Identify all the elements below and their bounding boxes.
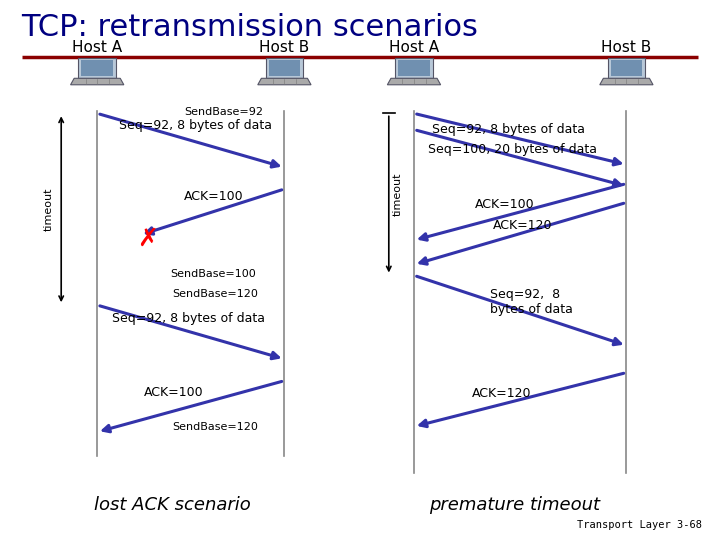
Text: SendBase=120: SendBase=120	[172, 422, 258, 431]
Polygon shape	[266, 58, 303, 78]
Polygon shape	[608, 58, 645, 78]
Polygon shape	[71, 78, 124, 85]
Text: Seq=92, 8 bytes of data: Seq=92, 8 bytes of data	[112, 312, 265, 325]
Text: Host B: Host B	[601, 40, 652, 55]
Text: Transport Layer 3-68: Transport Layer 3-68	[577, 520, 702, 530]
Text: lost ACK scenario: lost ACK scenario	[94, 496, 251, 514]
Text: timeout: timeout	[43, 187, 53, 231]
Polygon shape	[398, 60, 430, 76]
Text: TCP: retransmission scenarios: TCP: retransmission scenarios	[22, 14, 479, 43]
Text: Seq=100, 20 bytes of data: Seq=100, 20 bytes of data	[428, 143, 598, 156]
Text: ACK=100: ACK=100	[144, 386, 204, 399]
Polygon shape	[78, 58, 116, 78]
Text: Host B: Host B	[259, 40, 310, 55]
Polygon shape	[258, 78, 311, 85]
Polygon shape	[611, 60, 642, 76]
Text: Host A: Host A	[389, 40, 439, 55]
Text: SendBase=92: SendBase=92	[184, 107, 263, 117]
Text: Host A: Host A	[72, 40, 122, 55]
Polygon shape	[81, 60, 113, 76]
Text: Seq=92, 8 bytes of data: Seq=92, 8 bytes of data	[119, 119, 272, 132]
Text: SendBase=120: SendBase=120	[172, 289, 258, 299]
Text: ACK=120: ACK=120	[493, 219, 553, 232]
Polygon shape	[395, 58, 433, 78]
Text: ✗: ✗	[137, 227, 158, 251]
Text: Seq=92, 8 bytes of data: Seq=92, 8 bytes of data	[432, 123, 585, 136]
Polygon shape	[387, 78, 441, 85]
Polygon shape	[600, 78, 653, 85]
Text: timeout: timeout	[392, 173, 402, 216]
Text: ACK=100: ACK=100	[475, 198, 535, 211]
Text: Seq=92,  8
bytes of data: Seq=92, 8 bytes of data	[490, 288, 572, 316]
Text: ACK=100: ACK=100	[184, 190, 243, 202]
Polygon shape	[269, 60, 300, 76]
Text: premature timeout: premature timeout	[429, 496, 600, 514]
Text: ACK=120: ACK=120	[472, 387, 531, 400]
Text: SendBase=100: SendBase=100	[170, 269, 256, 279]
